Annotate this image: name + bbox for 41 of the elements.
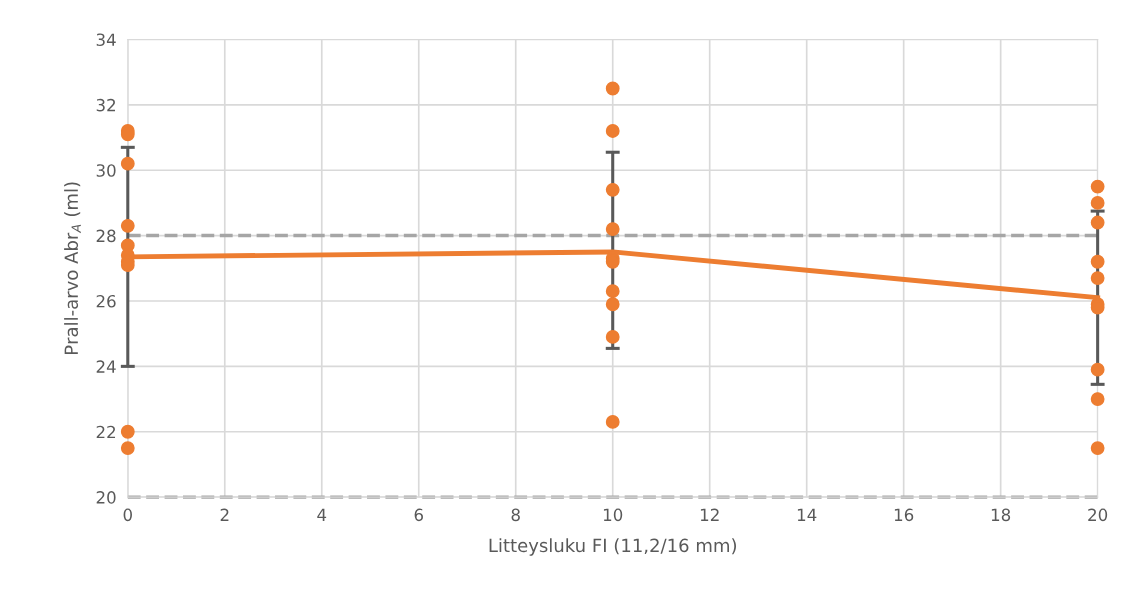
x-axis-title: Litteysluku FI (11,2/16 mm): [489, 538, 737, 556]
point: [605, 81, 620, 96]
x-tick-label: 14: [797, 508, 817, 521]
x-tick-label: 8: [511, 508, 520, 522]
point: [605, 415, 620, 429]
point: [1090, 271, 1105, 286]
point: [605, 182, 620, 197]
point: [1090, 196, 1105, 210]
x-tick-label: 20: [1088, 508, 1108, 522]
point: [1090, 254, 1105, 269]
y-axis-title: Prall-arvo Abr$_{A}$ (ml): [64, 182, 81, 354]
point: [1090, 179, 1105, 194]
y-tick-label: 22: [96, 425, 116, 439]
point: [605, 222, 620, 236]
x-tick-label: 16: [894, 508, 914, 522]
x-tick-label: 4: [317, 508, 327, 521]
x-tick-label: 10: [603, 508, 623, 522]
point: [1090, 362, 1105, 377]
y-tick-label: 34: [96, 33, 116, 47]
point: [1090, 215, 1105, 230]
point: [605, 124, 620, 138]
point: [120, 424, 135, 439]
y-tick-label: 30: [96, 164, 116, 177]
y-tick-label: 32: [96, 98, 116, 112]
point: [605, 330, 620, 344]
y-tick-label: 28: [96, 229, 116, 243]
y-tick-label: 24: [96, 360, 116, 373]
point: [120, 441, 135, 456]
point: [605, 284, 620, 299]
x-tick-label: 12: [700, 508, 719, 521]
point: [120, 218, 135, 233]
point: [1090, 441, 1105, 456]
x-tick-label: 6: [414, 508, 423, 522]
point: [1090, 392, 1105, 406]
x-tick-label: 18: [991, 508, 1011, 522]
y-tick-label: 26: [96, 294, 116, 308]
x-tick-label: 0: [123, 508, 132, 522]
x-tick-label: 2: [220, 508, 229, 521]
point: [605, 297, 620, 312]
point: [120, 156, 135, 171]
y-tick-label: 20: [96, 491, 116, 504]
